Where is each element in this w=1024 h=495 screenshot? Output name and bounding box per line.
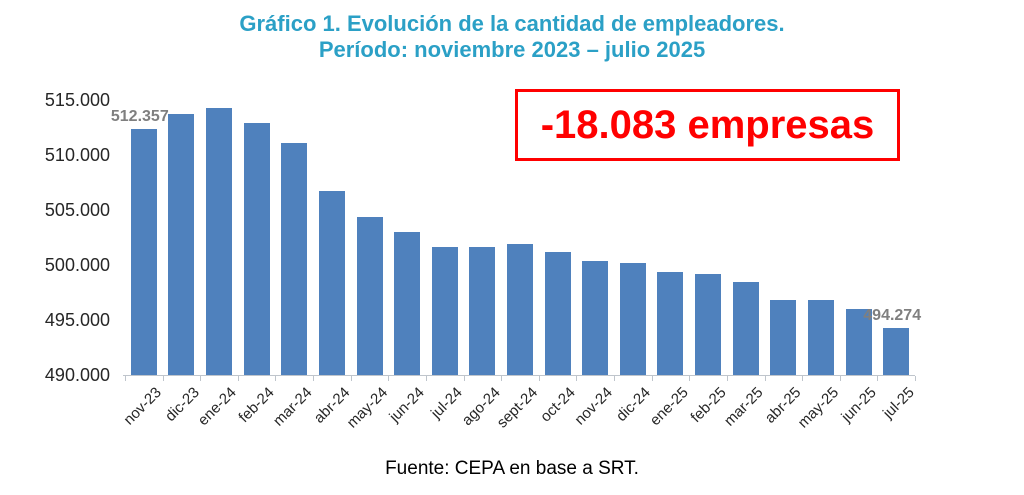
y-axis-tick-label: 500.000 (44, 255, 110, 275)
y-axis-tick-label: 510.000 (44, 145, 110, 165)
x-axis-tick-mark (651, 376, 653, 381)
x-axis-category-label: jul-25 (879, 384, 918, 422)
bar-value-label: 512.357 (110, 108, 169, 126)
x-axis-category-label: nov-23 (120, 384, 165, 429)
annotation-text: -18.083 empresas (540, 102, 875, 147)
x-axis-tick-mark (275, 376, 277, 381)
bar (732, 281, 759, 375)
y-axis-tick-label: 495.000 (44, 310, 110, 330)
x-axis-tick-mark (350, 376, 352, 381)
y-axis-tick-label: 515.000 (44, 90, 110, 110)
x-axis-tick-mark (802, 376, 804, 381)
y-axis-tick-label: 490.000 (44, 365, 110, 385)
x-axis-tick-mark (614, 376, 616, 381)
x-axis-tick-mark (200, 376, 202, 381)
bar (883, 327, 910, 375)
x-axis-line (123, 375, 915, 376)
x-axis-category-label: ene-24 (195, 384, 241, 430)
bar (206, 107, 233, 375)
bar (582, 260, 609, 375)
x-axis-tick-mark (764, 376, 766, 381)
x-axis-tick-mark (501, 376, 503, 381)
x-axis-tick-mark (726, 376, 728, 381)
x-axis-tick-mark (388, 376, 390, 381)
bar (807, 300, 834, 375)
y-axis-tick-label: 505.000 (44, 200, 110, 220)
x-axis-tick-mark (689, 376, 691, 381)
bar (281, 142, 308, 375)
annotation-box: -18.083 empresas (515, 89, 900, 161)
x-axis-category-label: may-24 (343, 384, 391, 432)
bar (657, 271, 684, 375)
chart-title-line1: Gráfico 1. Evolución de la cantidad de e… (239, 11, 785, 36)
x-axis-category-label: mar-24 (269, 384, 316, 430)
bar (845, 309, 872, 375)
chart-title: Gráfico 1. Evolución de la cantidad de e… (0, 11, 1024, 63)
x-axis-tick-mark (839, 376, 841, 381)
x-axis-tick-mark (425, 376, 427, 381)
bar (394, 232, 421, 375)
bar (243, 123, 270, 375)
x-axis-tick-mark (877, 376, 879, 381)
bar (507, 244, 533, 375)
x-axis-category-label: nov-24 (571, 384, 617, 429)
bar (469, 247, 496, 375)
x-axis-category-label: jun-24 (386, 384, 429, 426)
x-axis-category-label: sept-24 (493, 384, 542, 432)
bar (619, 262, 646, 375)
bar (695, 273, 722, 375)
chart-title-line2: Período: noviembre 2023 – julio 2025 (318, 37, 706, 62)
bar (770, 300, 797, 375)
bar (318, 191, 345, 375)
bar (168, 114, 195, 375)
bar (431, 247, 458, 375)
x-axis-tick-mark (576, 376, 578, 381)
bar-value-label: 494.274 (863, 306, 922, 324)
x-axis-category-label: may-25 (794, 384, 842, 432)
bar (544, 251, 571, 375)
x-axis-tick-mark (125, 376, 126, 381)
x-axis-tick-mark (915, 376, 916, 381)
source-footer: Fuente: CEPA en base a SRT. (385, 458, 639, 479)
x-axis-category-label: ene-25 (646, 384, 692, 430)
x-axis-tick-mark (538, 376, 540, 381)
x-axis-tick-mark (463, 376, 465, 381)
x-axis-category-label: oct-24 (537, 384, 579, 426)
x-axis-tick-mark (313, 376, 315, 381)
x-axis-tick-mark (162, 376, 164, 381)
x-axis-category-label: jun-25 (838, 384, 880, 426)
bar (356, 216, 383, 375)
x-axis-category-label: mar-25 (721, 384, 767, 430)
bar (130, 129, 157, 375)
x-axis-tick-mark (237, 376, 239, 381)
